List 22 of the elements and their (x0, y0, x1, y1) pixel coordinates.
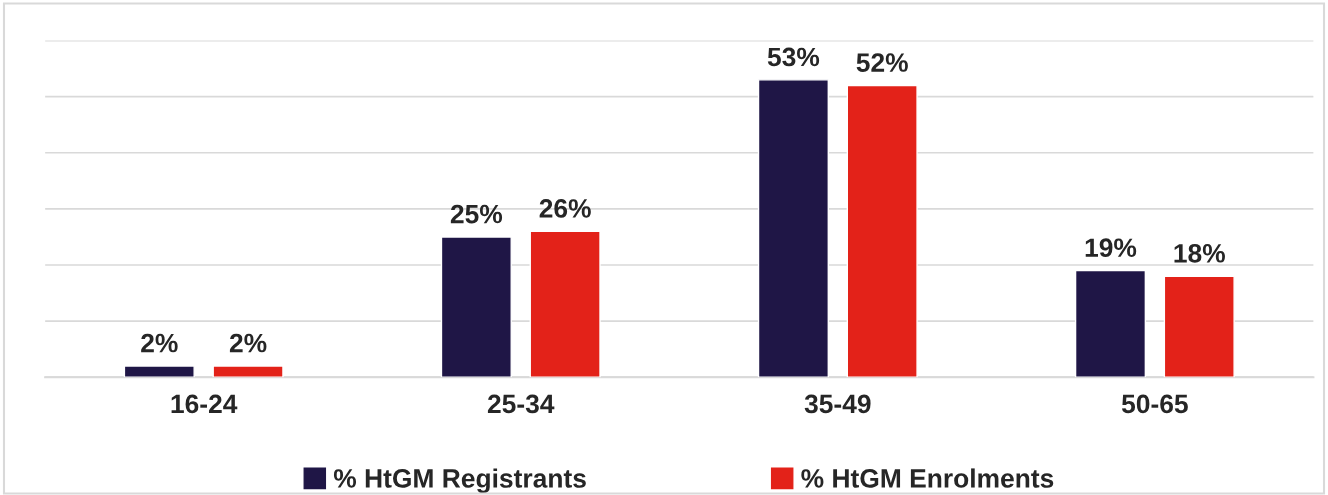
bar (212, 365, 284, 378)
data-label: 25% (450, 204, 503, 224)
data-label: 53% (767, 47, 820, 67)
x-tick-label: 16-24 (171, 394, 238, 414)
bar (529, 230, 601, 378)
legend-label: % HtGM Enrolments (801, 468, 1054, 488)
bar (757, 79, 829, 378)
data-label: 52% (856, 53, 908, 72)
bar (1163, 275, 1235, 378)
bar (1074, 269, 1147, 378)
bar (440, 236, 512, 378)
legend-label: % HtGM Registrants (333, 468, 586, 494)
data-label: 2% (141, 333, 178, 353)
data-label: 26% (539, 199, 591, 218)
data-label: 18% (1174, 243, 1225, 263)
x-tick-label: 35-49 (804, 394, 871, 414)
bar (846, 84, 918, 378)
data-label: 2% (229, 333, 267, 353)
data-label: 19% (1085, 238, 1137, 258)
x-tick-label: 50-65 (1121, 394, 1188, 414)
bar (123, 365, 195, 378)
x-tick-label: 25-34 (487, 394, 555, 414)
